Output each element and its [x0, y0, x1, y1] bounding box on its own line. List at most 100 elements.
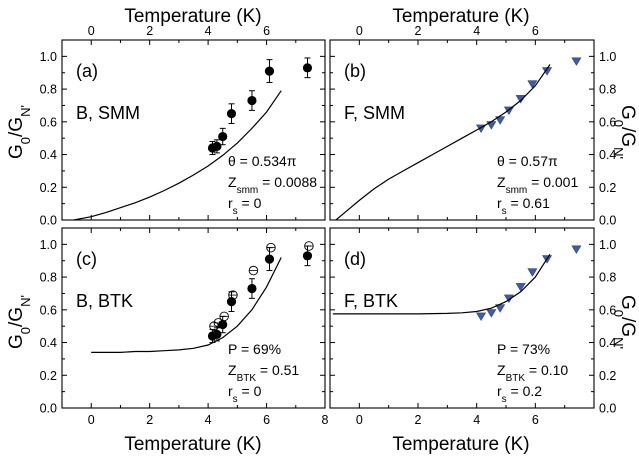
y-tick-label: 0.0	[599, 214, 616, 228]
plot-frame	[329, 39, 595, 221]
y-tick-label: 0.4	[599, 148, 616, 162]
x-tick-label-bottom: 6	[532, 413, 539, 427]
data-point-triangle	[486, 309, 497, 318]
data-point-triangle	[476, 312, 487, 321]
x-tick-label-top: 0	[88, 24, 95, 38]
y-tick-label: 0.8	[40, 271, 57, 285]
x-tick-label-top: 4	[473, 24, 480, 38]
data-point-filled-circle	[218, 131, 228, 142]
panel-parameter: rs = 0	[228, 195, 262, 217]
data-point-triangle	[495, 116, 506, 125]
fit-curve	[91, 257, 282, 353]
data-point-filled-circle	[247, 283, 257, 294]
x-tick-label-bottom: 8	[322, 413, 329, 427]
data-point-open-circle	[248, 265, 259, 276]
x-tick-label-top: 0	[356, 24, 363, 38]
panel-a: 0.0 0.2 0.4 0.6 0.8 1.0 0 2 4 6 (a) B, SMM θ = 0.534…	[40, 24, 326, 228]
x-tick-label-top: 4	[205, 24, 212, 38]
y-tick-label: 0.6	[599, 115, 616, 129]
panel-model-name: F, BTK	[344, 291, 398, 311]
x-tick-label-bottom: 2	[415, 413, 422, 427]
y-tick-label: 0.4	[40, 148, 57, 162]
y-tick-label: 0.2	[40, 369, 57, 383]
x-tick-label-bottom: 0	[356, 413, 363, 427]
panel-model-name: B, SMM	[76, 103, 140, 123]
y-tick-label: 0.0	[599, 402, 616, 416]
data-point-triangle	[515, 283, 526, 292]
y-tick-label: 0.4	[40, 336, 57, 350]
y-tick-label: 0.8	[40, 83, 57, 97]
data-point-triangle	[571, 245, 582, 254]
y-tick-label: 1.0	[599, 238, 616, 252]
panel-parameter: P = 73%	[497, 341, 550, 357]
fit-curve	[335, 64, 551, 220]
y-tick-label: 1.0	[40, 50, 57, 64]
panel-parameter: rs = 0.61	[497, 195, 550, 217]
data-point-triangle	[527, 268, 538, 277]
data-point-triangle	[515, 95, 526, 104]
data-point-open-circle	[266, 242, 276, 253]
x-tick-label-bottom: 4	[205, 413, 212, 427]
plot-frame	[61, 227, 326, 409]
panel-d: 0.0 0.2 0.4 0.6 0.8 1.0 0 2 4 6 (d) F, BTK P = 73% ZB…	[329, 227, 616, 427]
data-point-triangle	[527, 80, 538, 89]
y-tick-label: 1.0	[599, 50, 616, 64]
data-point-filled-circle	[212, 141, 222, 151]
y-tick-label: 0.6	[40, 303, 57, 317]
x-tick-label-top: 6	[263, 24, 270, 38]
panel-b: 0.0 0.2 0.4 0.6 0.8 1.0 0 2 4 6 (b) F, SMM θ = 0.57π…	[329, 24, 616, 228]
panel-parameter: Zsmm = 0.001	[497, 174, 578, 196]
data-point-filled-circle	[264, 66, 275, 76]
plot-frame	[329, 227, 595, 409]
panel-model-name: B, BTK	[76, 291, 133, 311]
y-tick-label: 0.0	[40, 402, 57, 416]
panel-c: 0.0 0.2 0.4 0.6 0.8 1.0 0 2 4 6 8 (c) B, BTK P = 69% Z…	[40, 227, 329, 427]
panel-parameter: ZBTK = 0.51	[228, 362, 299, 384]
panel-parameter: ZBTK = 0.10	[497, 362, 568, 384]
panel-parameter: rs = 0.2	[497, 383, 542, 405]
panel-label: (d)	[344, 249, 366, 269]
x-axis-title-bottom-right: Temperature (K)	[392, 434, 529, 455]
plot-frame	[61, 39, 326, 221]
panel-label: (a)	[76, 61, 98, 81]
fit-curve	[73, 90, 282, 220]
data-layer	[73, 57, 313, 220]
data-point-filled-circle	[264, 254, 275, 264]
data-point-filled-circle	[226, 109, 237, 119]
data-layer	[335, 57, 582, 220]
x-tick-label-bottom: 6	[263, 413, 270, 427]
x-axis-title-top-left: Temperature (K)	[124, 6, 261, 27]
y-tick-label: 1.0	[40, 238, 57, 252]
data-layer	[332, 245, 582, 321]
panel-parameter: rs = 0	[228, 383, 262, 405]
panel-label: (c)	[76, 249, 97, 269]
data-point-filled-circle	[302, 63, 313, 73]
x-tick-label-top: 2	[146, 24, 153, 38]
panel-parameter: Zsmm = 0.0088	[228, 174, 317, 196]
data-point-open-circle	[219, 311, 229, 322]
data-point-filled-circle	[212, 329, 222, 339]
data-point-open-circle	[304, 241, 314, 251]
x-tick-label-top: 6	[532, 24, 539, 38]
x-tick-label-bottom: 2	[146, 413, 153, 427]
data-point-open-circle	[228, 290, 238, 300]
panel-parameter: θ = 0.534π	[228, 153, 297, 169]
x-tick-label-top: 2	[415, 24, 422, 38]
y-tick-label: 0.6	[40, 115, 57, 129]
x-axis-title-top-right: Temperature (K)	[392, 6, 529, 27]
data-point-filled-circle	[247, 95, 257, 106]
data-point-triangle	[486, 121, 497, 130]
x-axis-title-bottom-left: Temperature (K)	[124, 434, 261, 455]
y-axis-title-left-top: G0/GN'	[6, 105, 33, 159]
y-axis-title-left-bottom: G0/GN'	[6, 295, 33, 349]
data-point-triangle	[571, 57, 582, 66]
y-tick-label: 0.2	[40, 181, 57, 195]
x-tick-label-bottom: 4	[473, 413, 480, 427]
data-point-filled-circle	[226, 297, 237, 307]
data-point-filled-circle	[302, 251, 313, 261]
y-tick-label: 0.0	[40, 214, 57, 228]
y-tick-label: 0.8	[599, 83, 616, 97]
panel-parameter: P = 69%	[228, 341, 281, 357]
y-tick-label: 0.8	[599, 271, 616, 285]
